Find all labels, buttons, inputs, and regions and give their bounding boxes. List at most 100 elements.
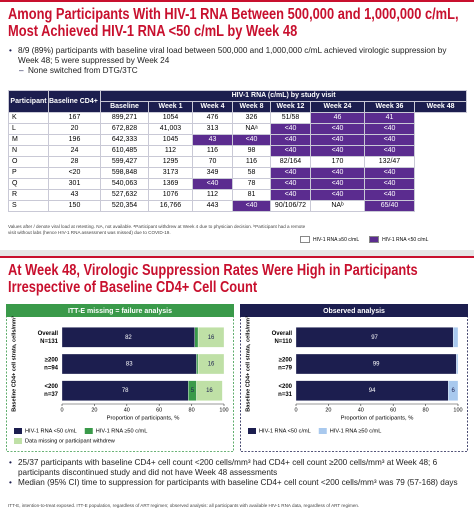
x-tick-label: 20: [325, 407, 331, 413]
bullet: Median (95% CI) time to suppression for …: [8, 478, 466, 488]
column-header: Week 4: [192, 101, 233, 113]
bar-segment: [194, 327, 199, 348]
legend-swatch: [84, 428, 93, 434]
x-tick-label: 60: [390, 407, 396, 413]
bar-label: 83: [126, 362, 133, 368]
legend-item: HIV-1 RNA ≥50 c/mL: [300, 236, 359, 243]
bar-label: 78: [122, 388, 129, 394]
legend-label: HIV-1 RNA ≥50 c/mL: [330, 428, 382, 434]
x-tick-label: 0: [60, 407, 63, 413]
table-row: K 167 899,271 1054 476 326 51/58 46 41: [8, 112, 467, 124]
table-cell: 70: [192, 156, 233, 168]
table-cell: 46: [310, 112, 365, 124]
n-label: N=110: [274, 339, 292, 345]
table-cell: 28: [48, 156, 101, 168]
bullet: 25/37 participants with baseline CD4+ ce…: [8, 458, 466, 478]
n-label: n=79: [278, 366, 293, 372]
table-cell: 51/58: [270, 112, 311, 124]
category-label: <200: [44, 384, 58, 390]
table-cell: 167: [48, 112, 101, 124]
table-cell: 82/164: [270, 156, 311, 168]
x-tick-label: 40: [124, 407, 130, 413]
legend-label: HIV-1 RNA <50 c/mL: [382, 236, 429, 243]
top-rule: [0, 256, 474, 258]
column-header: Week 1: [148, 101, 193, 113]
column-header: Baseline: [100, 101, 149, 113]
table-cell: N: [8, 145, 49, 157]
legend-label: HIV-1 RNA <50 c/mL: [259, 428, 311, 434]
n-label: n=31: [278, 392, 293, 398]
table-cell: <40: [364, 134, 415, 146]
table-cell: 43: [48, 189, 101, 201]
table-cell: <40: [310, 189, 365, 201]
table-cell: <40: [310, 145, 365, 157]
table-cell: 98: [232, 145, 271, 157]
table-cell: 112: [192, 189, 233, 201]
table-cell: 899,271: [100, 112, 149, 124]
n-label: N=131: [40, 339, 59, 345]
bar-segment: [448, 380, 459, 401]
table-cell: 81: [232, 189, 271, 201]
footnote: Values after / denote viral load at rete…: [8, 224, 306, 235]
legend-swatch: [369, 236, 380, 243]
x-axis-label: Proportion of participants, %: [341, 416, 414, 422]
x-tick-label: 100: [219, 407, 228, 413]
table-cell: <40: [270, 189, 311, 201]
x-tick-label: 80: [423, 407, 429, 413]
table-cell: 349: [192, 167, 233, 179]
panel-header: [240, 304, 468, 317]
table-cell: 112: [148, 145, 193, 157]
bar-label: 82: [125, 335, 132, 341]
table-cell: <40: [270, 134, 311, 146]
table-cell: 41,003: [148, 123, 193, 135]
table-cell: <40: [270, 178, 311, 190]
legend-swatch: [14, 438, 22, 444]
x-tick-label: 60: [156, 407, 162, 413]
table-cell: 1054: [148, 112, 193, 124]
table-cell: <40: [232, 134, 271, 146]
table-cell: 598,848: [100, 167, 149, 179]
header-row: Baseline Week 1 Week 4 Week 8 Week 12 Week 24…: [9, 101, 468, 113]
table-cell: 20: [48, 123, 101, 135]
bar-segment: [197, 327, 225, 348]
table-cell: 65/40: [364, 200, 415, 212]
table-row: L 20 672,828 41,003 313 NAᵃ <40 <40 <40: [8, 123, 467, 135]
bar-label: 99: [373, 362, 380, 368]
table-cell: 58: [232, 167, 271, 179]
table-cell: 132/47: [364, 156, 415, 168]
table-cell: 540,063: [100, 178, 149, 190]
table-cell: <40: [270, 123, 311, 135]
table-cell: 1045: [148, 134, 193, 146]
slide1-bullets: 8/9 (89%) participants with baseline vir…: [8, 46, 466, 76]
category-label: ≥200: [45, 358, 59, 364]
table-cell: 116: [232, 156, 271, 168]
table-row: R 43 527,632 1076 112 81 <40 <40 <40: [8, 189, 467, 201]
legend-label: Data missing or participant withdrew: [25, 438, 116, 444]
table-cell: 170: [310, 156, 365, 168]
bar-label: 16: [206, 388, 213, 394]
bar-segment: [196, 353, 199, 375]
panel-header: [6, 304, 234, 317]
table-cell: <40: [364, 189, 415, 201]
slide2-bullets: 25/37 participants with baseline CD4+ ce…: [8, 458, 466, 488]
y-axis-label: Baseline CD4+ cell strata, cells/mm³: [244, 316, 251, 412]
table-cell: 1076: [148, 189, 193, 201]
legend-label: HIV-1 RNA ≥50 c/mL: [313, 236, 360, 243]
column-header: Week 36: [364, 101, 415, 113]
table-cell: S: [8, 200, 49, 212]
table-cell: 672,828: [100, 123, 149, 135]
table-cell: <40: [310, 167, 365, 179]
y-axis-label: Baseline CD4+ cell strata, cells/mm³: [10, 316, 17, 412]
table-cell: 150: [48, 200, 101, 212]
category-label: ≥200: [279, 358, 293, 364]
table-cell: 610,485: [100, 145, 149, 157]
table-cell: <40: [270, 145, 311, 157]
legend-swatch: [300, 236, 310, 243]
table-cell: Q: [8, 178, 49, 190]
x-tick-label: 100: [453, 407, 462, 413]
bar-segment: [197, 353, 225, 375]
bar-label: 5: [191, 388, 195, 394]
chart-panel: Observed analysis Baseline CD4+ cell stra…: [240, 304, 468, 452]
table-cell: NAᵃ: [232, 123, 271, 135]
table-cell: 599,427: [100, 156, 149, 168]
